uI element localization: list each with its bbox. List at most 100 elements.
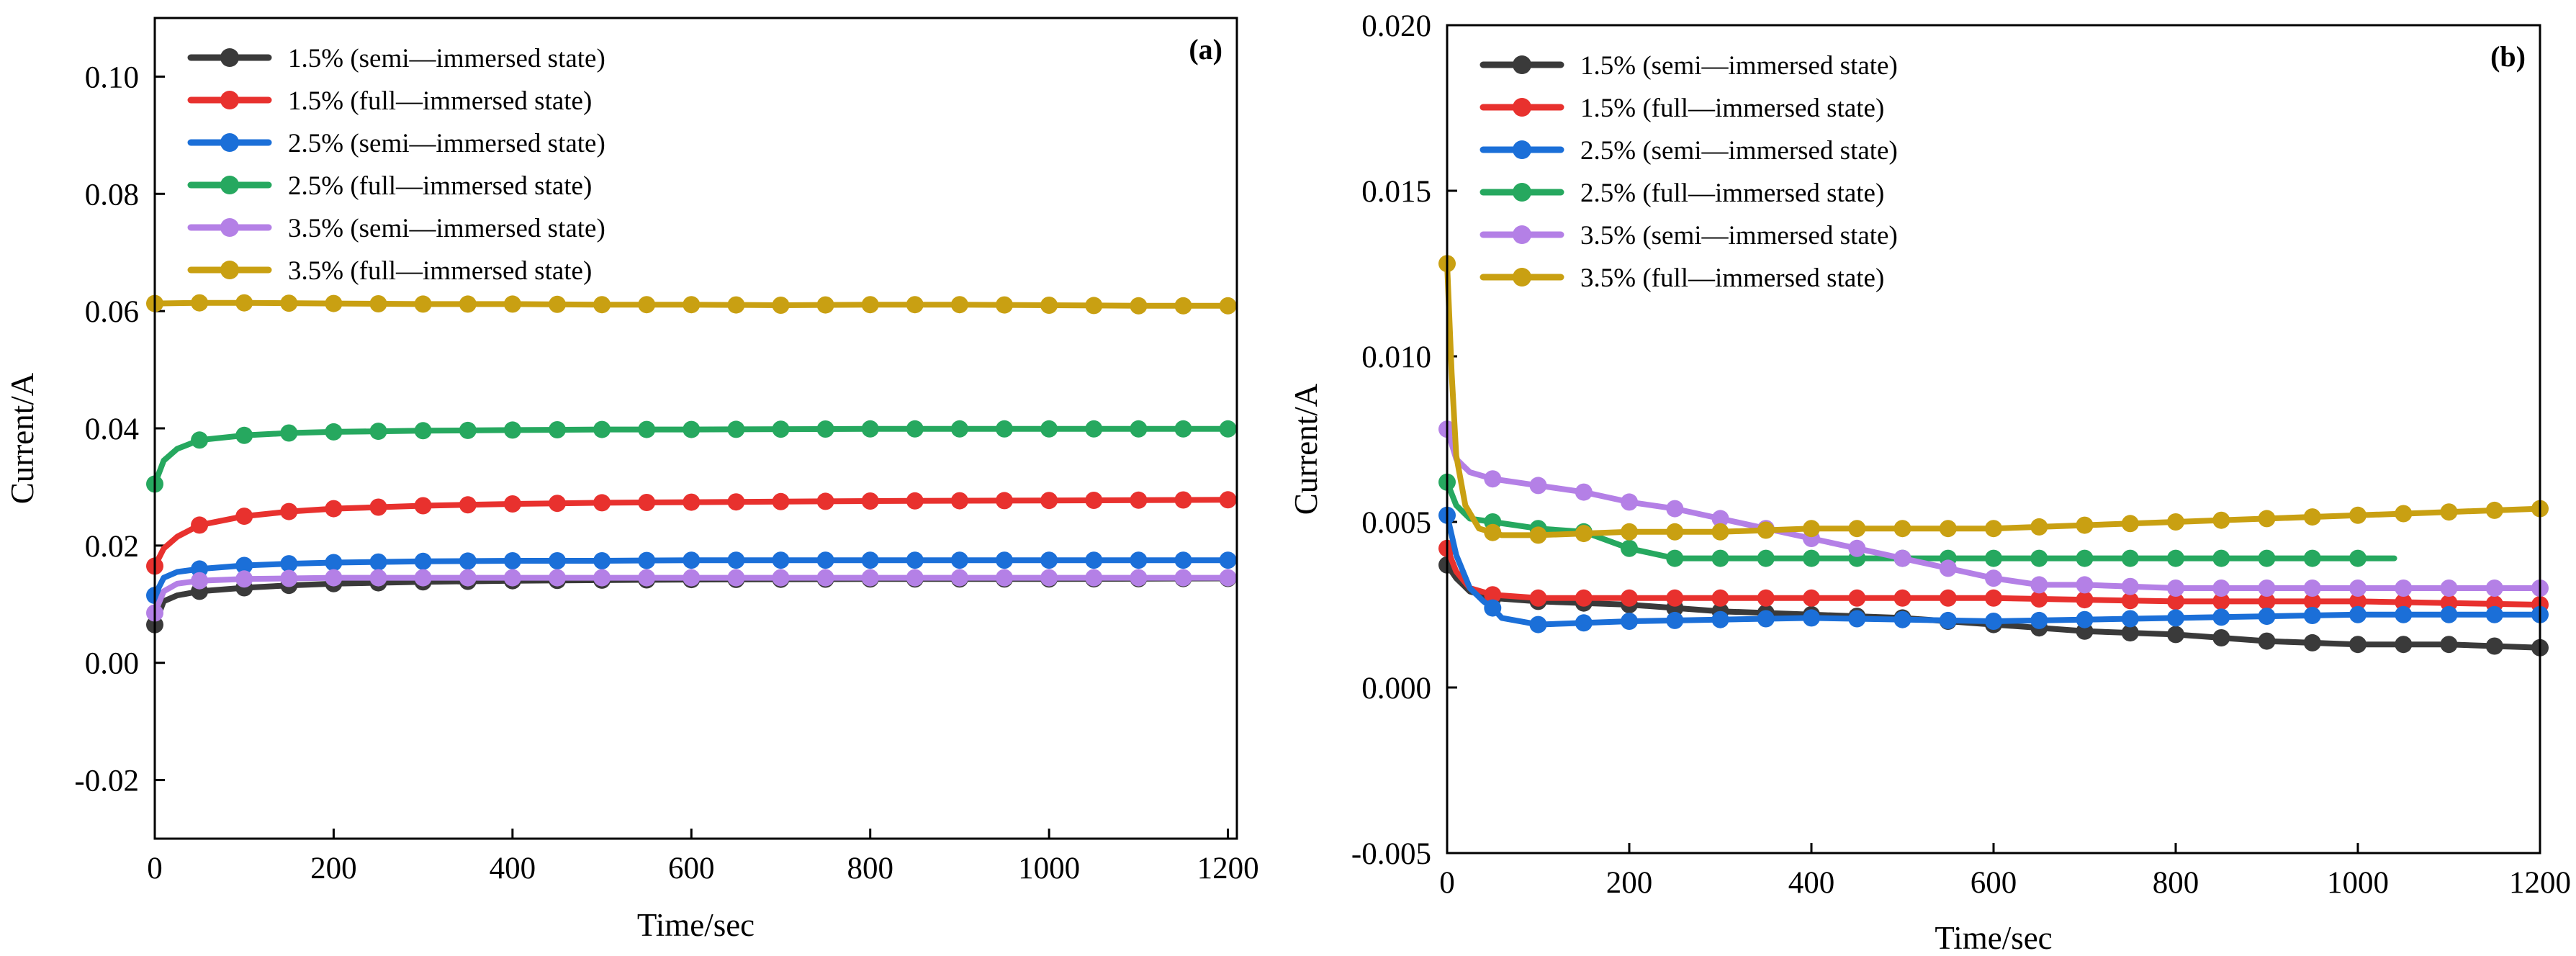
- data-point: [1219, 491, 1237, 509]
- data-point: [2349, 605, 2366, 623]
- data-point: [191, 431, 209, 449]
- data-point: [1666, 589, 1684, 607]
- data-point: [414, 295, 432, 313]
- x-axis-label: Time/sec: [637, 907, 755, 943]
- series-4: [146, 420, 1237, 493]
- data-point: [772, 569, 790, 587]
- x-tick-label: 800: [847, 852, 893, 885]
- data-point: [2030, 518, 2048, 536]
- data-point: [996, 569, 1013, 587]
- data-point: [2212, 608, 2230, 626]
- data-point: [1621, 523, 1638, 541]
- data-point: [2349, 506, 2366, 524]
- y-tick-label: 0.015: [1361, 175, 1431, 209]
- data-point: [1529, 615, 1547, 633]
- x-tick-label: 800: [2153, 866, 2199, 900]
- data-point: [2303, 549, 2321, 567]
- data-point: [549, 552, 566, 569]
- data-point: [1575, 589, 1593, 607]
- data-point: [235, 570, 253, 588]
- data-point: [549, 569, 566, 587]
- data-point: [1174, 297, 1192, 315]
- data-point: [1848, 520, 1866, 538]
- data-point: [549, 421, 566, 438]
- data-point: [2121, 624, 2139, 642]
- data-point: [1174, 420, 1192, 438]
- legend-marker: [1513, 225, 1531, 244]
- data-point: [683, 420, 701, 438]
- data-point: [414, 497, 432, 515]
- data-point: [369, 498, 387, 516]
- data-point: [2121, 592, 2139, 610]
- plot-frame: [153, 17, 1238, 840]
- data-point: [1939, 520, 1957, 538]
- data-point: [1040, 569, 1058, 587]
- legend-marker: [1513, 268, 1531, 287]
- series-6: [146, 294, 1237, 315]
- data-point: [1848, 610, 1866, 628]
- data-point: [280, 502, 298, 520]
- data-point: [996, 492, 1013, 510]
- data-point: [638, 569, 656, 587]
- data-point: [1085, 420, 1103, 438]
- data-point: [861, 551, 879, 569]
- y-tick-label: -0.005: [1351, 837, 1431, 871]
- data-point: [906, 492, 924, 510]
- data-point: [2121, 515, 2139, 533]
- data-point: [593, 552, 611, 569]
- data-point: [2076, 576, 2094, 594]
- data-point: [1803, 589, 1820, 607]
- data-point: [1666, 500, 1684, 518]
- legend-label: 1.5% (full—immersed state): [1580, 94, 1884, 123]
- data-point: [2121, 577, 2139, 595]
- data-point: [325, 423, 343, 441]
- data-point: [2212, 511, 2230, 529]
- data-point: [325, 500, 343, 518]
- data-point: [1484, 470, 1502, 488]
- plot-frame: [1446, 24, 2541, 854]
- x-tick-label: 600: [1971, 866, 2017, 900]
- data-point: [906, 296, 924, 314]
- data-point: [1803, 549, 1820, 567]
- data-point: [1130, 297, 1148, 315]
- data-point: [2440, 503, 2458, 521]
- data-point: [1174, 491, 1192, 509]
- data-point: [2167, 592, 2184, 610]
- data-point: [950, 492, 968, 510]
- data-point: [2030, 611, 2048, 629]
- data-point: [2167, 549, 2184, 567]
- data-point: [2030, 590, 2048, 608]
- data-point: [1666, 549, 1684, 567]
- data-point: [727, 493, 745, 511]
- legend-label: 2.5% (semi—immersed state): [288, 129, 605, 158]
- chart-panel-b: 0 200 400 600 800 1000 1200 -0.005 0.000 0.005 0.0…: [1288, 9, 2571, 956]
- series-6: [1438, 255, 2549, 544]
- legend-label: 3.5% (full—immersed state): [288, 256, 592, 286]
- data-point: [996, 551, 1013, 569]
- data-point: [549, 495, 566, 513]
- data-point: [772, 551, 790, 569]
- data-point: [1040, 551, 1058, 569]
- data-point: [1757, 549, 1775, 567]
- data-point: [950, 296, 968, 314]
- data-point: [638, 494, 656, 511]
- data-point: [2212, 629, 2230, 646]
- data-point: [414, 552, 432, 570]
- data-point: [1529, 526, 1547, 544]
- data-point: [1848, 539, 1866, 557]
- legend-label: 3.5% (semi—immersed state): [1580, 221, 1898, 251]
- data-point: [1893, 589, 1911, 607]
- data-point: [1621, 539, 1638, 557]
- data-point: [861, 296, 879, 314]
- data-point: [2212, 549, 2230, 567]
- data-point: [1711, 510, 1729, 528]
- data-point: [414, 569, 432, 587]
- data-point: [772, 492, 790, 510]
- data-point: [2303, 592, 2321, 610]
- y-axis-label: Current/A: [4, 372, 40, 504]
- legend-marker: [220, 176, 239, 194]
- data-point: [503, 495, 521, 513]
- data-point: [1985, 613, 2002, 630]
- data-point: [414, 422, 432, 440]
- legend-marker: [220, 218, 239, 237]
